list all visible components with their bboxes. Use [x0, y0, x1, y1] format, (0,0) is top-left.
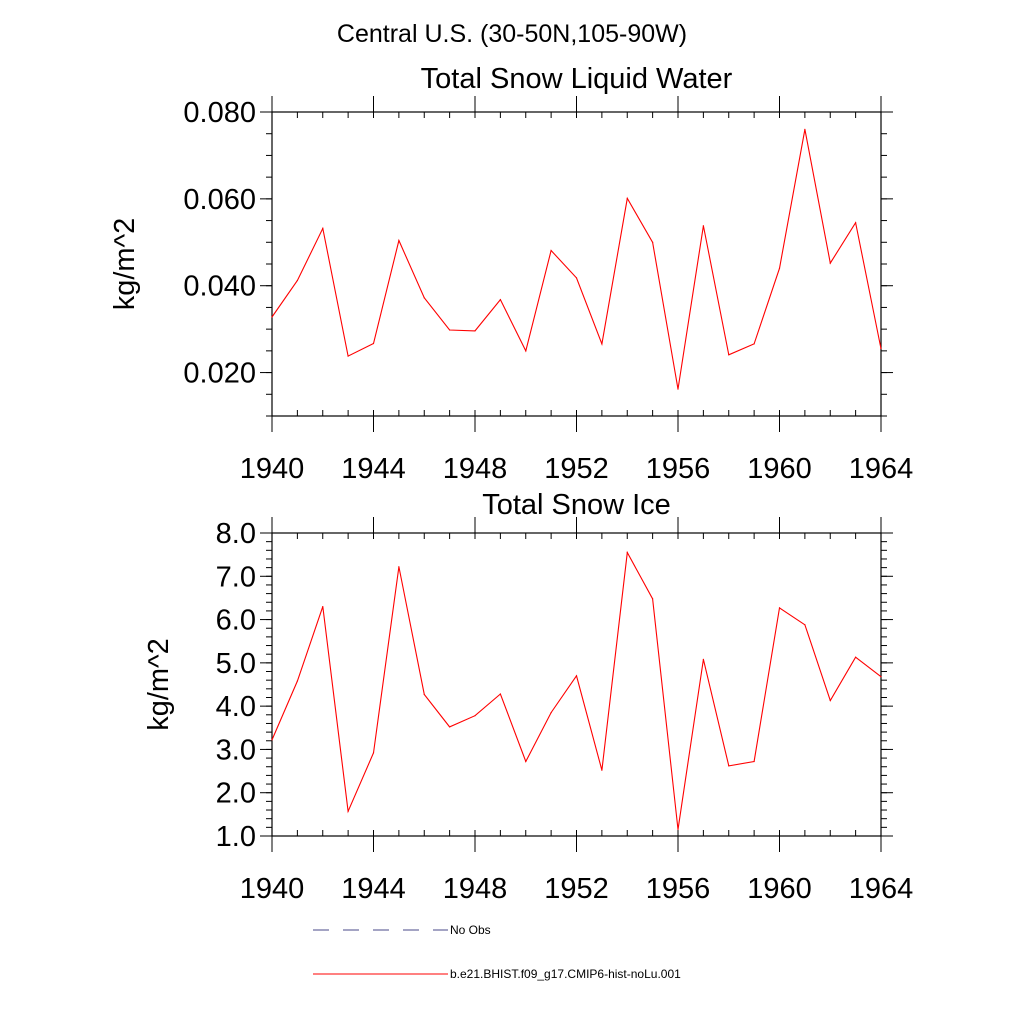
x-tick-label: 1944 — [341, 453, 406, 485]
data-point — [601, 769, 603, 771]
y-tick-label: 0.020 — [183, 358, 256, 390]
data-point — [855, 222, 857, 224]
x-tick-label: 1964 — [849, 453, 914, 485]
x-tick-label: 1944 — [341, 873, 406, 905]
figure-title: Central U.S. (30-50N,105-90W) — [337, 20, 687, 48]
data-point — [372, 342, 375, 345]
data-point — [499, 299, 501, 301]
y-tick-label: 0.080 — [183, 97, 256, 129]
data-point — [474, 715, 476, 717]
legend-label-model: b.e21.BHIST.f09_g17.CMIP6-hist-noLu.001 — [450, 967, 681, 981]
data-point — [398, 239, 400, 242]
data-point — [652, 598, 654, 600]
x-tick-label: 1956 — [646, 873, 711, 905]
y-axis-label: kg/m^2 — [109, 218, 141, 311]
data-point — [702, 225, 704, 227]
data-point — [601, 343, 603, 345]
data-point — [626, 551, 628, 554]
chart-title: Total Snow Liquid Water — [421, 63, 733, 95]
y-tick-label: 0.060 — [183, 184, 256, 216]
data-point — [423, 297, 425, 299]
data-point — [550, 712, 552, 714]
x-tick-label: 1956 — [646, 453, 711, 485]
x-tick-label: 1948 — [443, 453, 508, 485]
data-point — [525, 350, 527, 352]
data-point — [855, 656, 857, 658]
chart-title: Total Snow Ice — [482, 489, 671, 521]
series-line — [271, 550, 882, 830]
data-point — [677, 828, 679, 831]
series-line — [271, 129, 882, 390]
legend-label-no-obs: No Obs — [450, 923, 491, 937]
x-tick-label: 1960 — [747, 873, 812, 905]
data-point — [271, 316, 273, 318]
y-tick-label: 4.0 — [216, 691, 256, 723]
data-point — [728, 354, 730, 356]
data-point — [652, 241, 654, 243]
data-point — [322, 227, 324, 229]
x-tick-label: 1952 — [544, 873, 609, 905]
data-point — [702, 658, 704, 660]
data-point — [829, 699, 831, 702]
data-point — [499, 693, 501, 695]
data-point — [728, 765, 730, 767]
data-point — [778, 267, 781, 269]
y-tick-label: 6.0 — [216, 605, 256, 637]
data-point — [677, 388, 679, 390]
x-tick-label: 1940 — [240, 873, 305, 905]
data-point — [829, 262, 831, 264]
y-tick-label: 8.0 — [216, 518, 256, 550]
data-point — [525, 760, 527, 763]
data-point — [550, 249, 552, 252]
chart-snow-liquid-water: 1940 1944 1948 1952 1956 1960 1964 0.020 0.040 0.… — [109, 63, 913, 485]
legend: No Obs b.e21.BHIST.f09_g17.CMIP6-hist-no… — [313, 923, 681, 981]
data-point — [804, 128, 806, 130]
y-tick-label: 2.0 — [216, 778, 256, 810]
y-tick-label: 3.0 — [216, 734, 256, 766]
x-tick-label: 1940 — [240, 453, 305, 485]
data-point — [449, 726, 451, 728]
data-point — [474, 330, 476, 332]
chart-snow-ice: 1940 1944 1948 1952 1956 1960 1964 1.0 2.0 3.0 4.0… — [143, 489, 913, 905]
data-point — [626, 197, 628, 200]
x-tick-label: 1960 — [747, 453, 812, 485]
data-point — [347, 355, 349, 357]
y-tick-label: 7.0 — [216, 561, 256, 593]
y-tick-label: 5.0 — [216, 648, 256, 680]
plot-frame — [271, 532, 882, 837]
data-point — [398, 566, 400, 568]
y-tick-label: 0.040 — [183, 271, 256, 303]
data-point — [778, 607, 781, 609]
data-point — [271, 739, 273, 741]
data-point — [296, 680, 298, 682]
data-point — [575, 675, 578, 677]
x-tick-label: 1948 — [443, 873, 508, 905]
data-point — [575, 277, 578, 279]
data-point — [753, 343, 755, 345]
data-point — [372, 752, 375, 754]
x-tick-label: 1952 — [544, 453, 609, 485]
data-point — [322, 605, 324, 608]
y-tick-label: 1.0 — [216, 821, 256, 853]
plot-frame — [271, 111, 882, 417]
data-point — [347, 810, 349, 812]
data-point — [753, 760, 755, 763]
x-tick-label: 1964 — [849, 873, 914, 905]
data-point — [880, 348, 882, 350]
data-point — [880, 676, 882, 678]
data-point — [449, 329, 451, 331]
data-point — [423, 693, 425, 696]
data-point — [296, 279, 298, 282]
y-axis-label: kg/m^2 — [143, 638, 175, 731]
data-point — [804, 624, 806, 626]
